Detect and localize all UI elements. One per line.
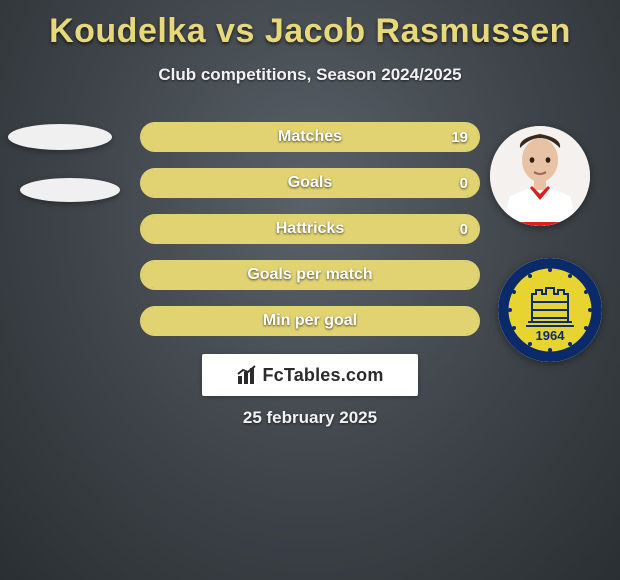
stat-value-right: 0 — [460, 214, 468, 244]
stat-bar-right — [142, 170, 478, 196]
stat-row: Goals0 — [140, 168, 480, 198]
brand-icon — [236, 364, 258, 386]
left-oval-1 — [8, 124, 112, 150]
club-badge: 1964 — [498, 258, 602, 362]
subtitle: Club competitions, Season 2024/2025 — [0, 65, 620, 85]
stat-row: Goals per match — [140, 260, 480, 290]
stat-bar-right — [142, 262, 478, 288]
player-avatar — [490, 126, 590, 226]
stat-bar-right — [142, 308, 478, 334]
stat-value-right: 0 — [460, 168, 468, 198]
page-title: Koudelka vs Jacob Rasmussen — [0, 0, 620, 51]
left-oval-2 — [20, 178, 120, 202]
brand-box: FcTables.com — [202, 354, 418, 396]
stat-bar-right — [142, 216, 478, 242]
stat-row: Matches19 — [140, 122, 480, 152]
stat-row: Hattricks0 — [140, 214, 480, 244]
stat-row: Min per goal — [140, 306, 480, 336]
stats-panel: Matches19 Goals0 Hattricks0 Goals per match… — [140, 122, 480, 352]
stat-value-right: 19 — [451, 122, 468, 152]
date-label: 25 february 2025 — [0, 408, 620, 428]
badge-year: 1964 — [536, 328, 566, 343]
brand-text: FcTables.com — [262, 365, 383, 386]
stat-bar-right — [142, 124, 478, 150]
